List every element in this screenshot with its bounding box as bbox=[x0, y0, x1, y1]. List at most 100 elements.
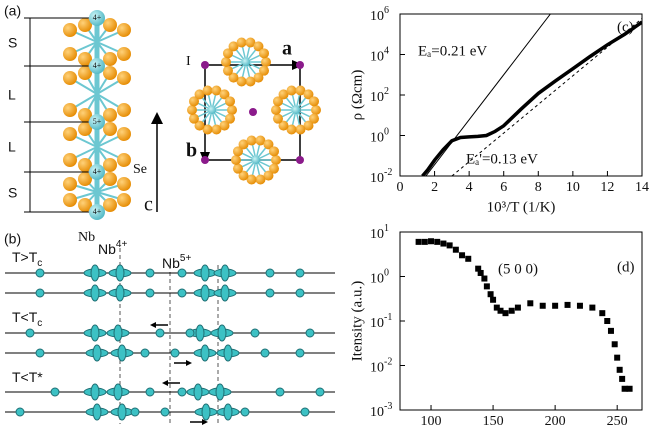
annotation: (5 0 0) bbox=[498, 261, 538, 277]
se-atom bbox=[232, 163, 243, 174]
x-tick-label: 2 bbox=[431, 180, 438, 195]
se-atom bbox=[255, 135, 266, 146]
se-atom bbox=[253, 72, 264, 83]
point bbox=[614, 354, 621, 361]
se-atom bbox=[238, 170, 249, 181]
label-main: Nb bbox=[98, 241, 116, 257]
row-label: T<Tc bbox=[12, 309, 42, 329]
se-atom bbox=[117, 103, 131, 117]
orbital bbox=[215, 383, 225, 401]
se-atom bbox=[219, 120, 230, 131]
nb-atom bbox=[252, 156, 260, 164]
site bbox=[275, 387, 285, 397]
se-atom bbox=[63, 177, 77, 191]
se-atom bbox=[222, 48, 233, 59]
nb-atom bbox=[89, 204, 105, 220]
shift-arrowhead bbox=[150, 322, 156, 328]
point bbox=[493, 304, 500, 311]
site bbox=[50, 387, 60, 397]
nb5-label: Nb5+ bbox=[162, 253, 191, 271]
se-atom bbox=[103, 198, 117, 212]
x-tick-label: 8 bbox=[535, 180, 542, 195]
se-atom bbox=[263, 139, 274, 150]
se-atom bbox=[269, 146, 280, 157]
x-tick-label: 200 bbox=[545, 414, 566, 429]
site bbox=[177, 387, 187, 397]
y-tick-label: 104 bbox=[370, 46, 389, 65]
panel-label: (b) bbox=[4, 231, 21, 247]
se-atom bbox=[78, 198, 92, 212]
se-atom bbox=[272, 96, 283, 107]
site bbox=[35, 268, 45, 278]
point bbox=[497, 307, 504, 314]
orbital bbox=[200, 264, 210, 282]
label-main: Nb bbox=[162, 255, 180, 271]
nb-atom bbox=[89, 10, 105, 26]
se-atom bbox=[117, 153, 131, 167]
se-atom bbox=[63, 103, 77, 117]
se-atom bbox=[103, 66, 117, 80]
se-atom bbox=[228, 72, 239, 83]
point bbox=[564, 301, 571, 308]
panel-label: (a) bbox=[4, 3, 21, 19]
nb-atom bbox=[89, 164, 105, 180]
se-atom bbox=[271, 105, 281, 115]
se-atom bbox=[219, 89, 230, 100]
point bbox=[475, 265, 482, 272]
orbital bbox=[115, 264, 125, 282]
site bbox=[155, 328, 165, 338]
se-atom bbox=[286, 85, 297, 96]
se-atom bbox=[78, 52, 92, 66]
site bbox=[185, 328, 195, 338]
se-atom bbox=[271, 155, 281, 165]
se-atom bbox=[117, 193, 131, 207]
se-atom bbox=[78, 18, 92, 32]
annotation: Eₐ=0.21 eV bbox=[418, 43, 487, 59]
point bbox=[421, 238, 428, 245]
se-atom bbox=[295, 85, 306, 96]
se-atom bbox=[246, 135, 257, 146]
orbital bbox=[200, 344, 210, 362]
se-atom bbox=[194, 120, 205, 131]
y-axis-label: Itensity (a.u.) bbox=[349, 281, 365, 361]
orbital bbox=[117, 344, 127, 362]
nb-atom bbox=[242, 58, 250, 66]
se-atom bbox=[78, 158, 92, 172]
se-atom bbox=[228, 41, 239, 52]
point bbox=[604, 318, 611, 324]
site bbox=[160, 407, 170, 417]
x-tick-label: 12 bbox=[600, 180, 614, 195]
orbital bbox=[90, 284, 100, 302]
site bbox=[25, 328, 35, 338]
se-atom bbox=[227, 105, 237, 115]
site bbox=[250, 328, 260, 338]
se-atom bbox=[103, 108, 117, 122]
site bbox=[295, 268, 305, 278]
se-atom bbox=[103, 158, 117, 172]
point bbox=[490, 296, 497, 303]
stack-label: S bbox=[8, 185, 17, 201]
se-atom bbox=[117, 71, 131, 85]
se-atom bbox=[222, 65, 233, 76]
se-atom bbox=[78, 108, 92, 122]
site bbox=[145, 387, 155, 397]
series-line bbox=[421, 20, 642, 176]
point bbox=[621, 385, 628, 392]
site bbox=[295, 348, 305, 358]
se-atom bbox=[303, 120, 314, 131]
stack-label: L bbox=[8, 87, 16, 103]
x-tick-label: 14 bbox=[635, 180, 649, 195]
se-atom bbox=[272, 113, 283, 124]
panel-b: (b) Nb4+ Nb5+ T>Tc T<Tc T<T* bbox=[4, 231, 335, 425]
se-atom bbox=[211, 85, 222, 96]
site bbox=[130, 407, 140, 417]
se-atom bbox=[103, 172, 117, 186]
point bbox=[576, 302, 583, 309]
site bbox=[177, 288, 187, 298]
se-atom bbox=[117, 47, 131, 61]
se-atom bbox=[187, 105, 197, 115]
se-atom bbox=[63, 47, 77, 61]
site bbox=[15, 407, 25, 417]
series-line bbox=[451, 18, 642, 176]
